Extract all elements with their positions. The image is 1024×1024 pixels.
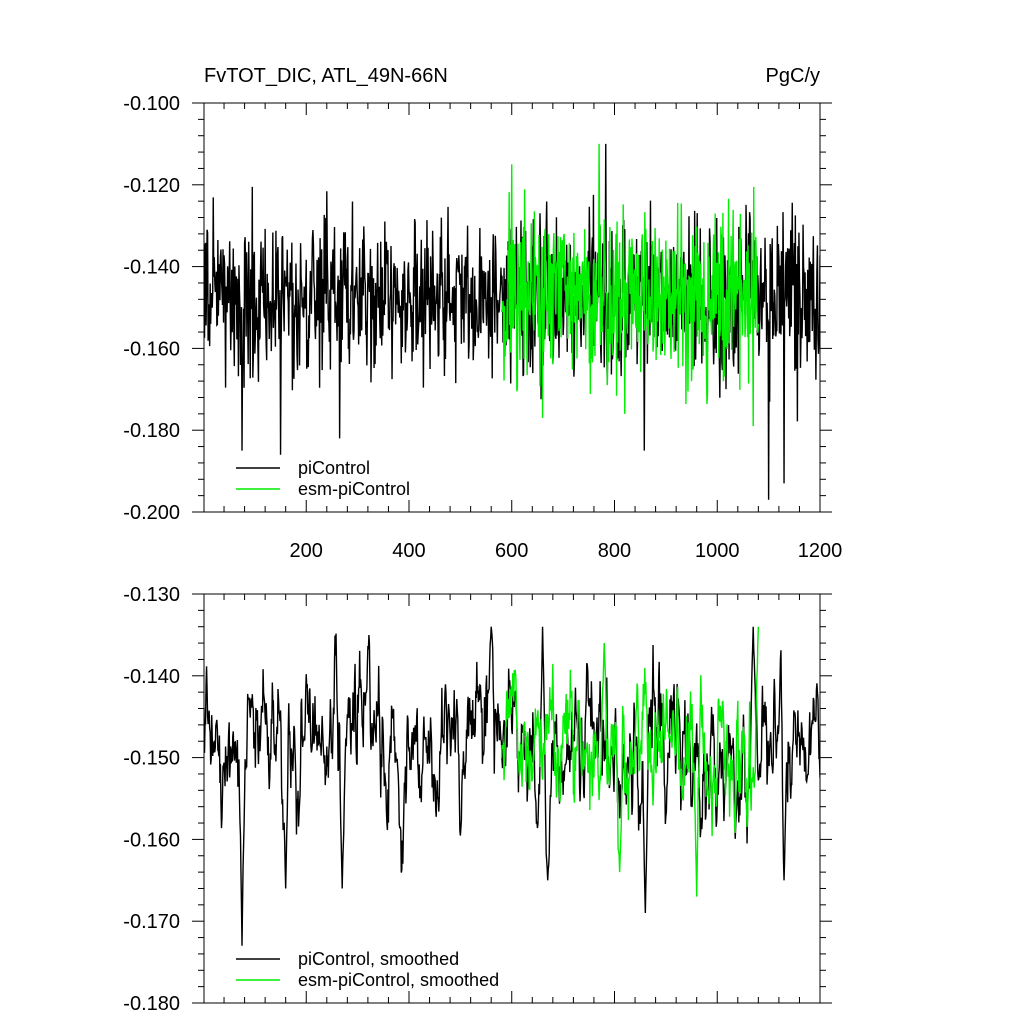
series-group — [204, 143, 820, 500]
series-line-esm-picontrol-smoothed — [500, 626, 760, 897]
x-tick-label: 200 — [290, 540, 323, 562]
x-tick-label: 1200 — [798, 540, 843, 562]
series-line-picontrol-smoothed — [204, 626, 820, 946]
x-tick-label: 600 — [495, 540, 528, 562]
y-tick-label: -0.150 — [123, 748, 180, 770]
x-tick-label: 800 — [598, 540, 631, 562]
top-panel: -0.200 -0.180 -0.160 -0.140 -0.120 -0.100 200 4… — [123, 93, 842, 562]
legend-label: piControl, smoothed — [298, 949, 459, 969]
y-tick-label: -0.140 — [123, 666, 180, 688]
series-group — [204, 626, 820, 946]
legend-label: piControl — [298, 458, 370, 478]
y-tick-label: -0.180 — [123, 993, 180, 1015]
y-tick-label: -0.130 — [123, 584, 180, 606]
y-tick-label: -0.200 — [123, 502, 180, 524]
x-tick-label: 400 — [392, 540, 425, 562]
y-tick-label: -0.100 — [123, 93, 180, 115]
legend-label: esm-piControl, smoothed — [298, 970, 499, 990]
chart-title: FvTOT_DIC, ATL_49N-66N — [204, 65, 448, 87]
x-tick-label: 1000 — [695, 540, 740, 562]
y-tick-label: -0.160 — [123, 829, 180, 851]
y-tick-label: -0.160 — [123, 338, 180, 360]
y-tick-label: -0.180 — [123, 420, 180, 442]
units-label: PgC/y — [766, 65, 820, 87]
series-line-esm-picontrol — [500, 143, 760, 427]
y-tick-label: -0.170 — [123, 911, 180, 933]
legend-label: esm-piControl — [298, 479, 410, 499]
y-tick-label: -0.120 — [123, 175, 180, 197]
bottom-panel: -0.180 -0.170 -0.160 -0.150 -0.140 -0.130 piCo… — [123, 584, 832, 1015]
y-tick-label: -0.140 — [123, 257, 180, 279]
